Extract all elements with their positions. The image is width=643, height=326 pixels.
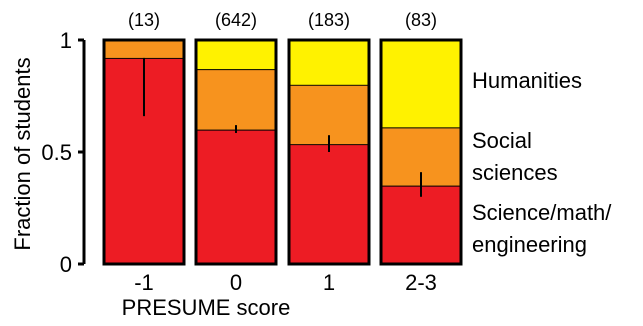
legend-label: Social bbox=[472, 128, 532, 153]
legend-label: Humanities bbox=[472, 68, 582, 93]
bar-segment bbox=[104, 40, 184, 58]
x-tick-label: 0 bbox=[230, 270, 242, 295]
bar-count-label: (83) bbox=[405, 10, 437, 30]
bar-stack-1: (642) 0 bbox=[194, 10, 278, 295]
bar-segment bbox=[381, 40, 461, 128]
bar-outline bbox=[287, 38, 371, 266]
legend-label: Science/math/ bbox=[472, 200, 612, 225]
bar-segment bbox=[381, 185, 461, 264]
legend: Science/math/engineering Social sciences Hu… bbox=[472, 68, 612, 257]
y-axis-label: Fraction of students bbox=[10, 57, 35, 250]
y-tick-label: 1 bbox=[60, 28, 72, 53]
bar-count-label: (13) bbox=[128, 10, 160, 30]
bar-segment bbox=[289, 84, 369, 145]
bar-stack-3: (83) 2-3 bbox=[379, 10, 463, 295]
legend-label: engineering bbox=[472, 232, 587, 257]
bar-outline bbox=[194, 38, 278, 266]
bar-segment bbox=[196, 129, 276, 264]
x-tick-label: 1 bbox=[323, 270, 335, 295]
y-tick-label: 0.5 bbox=[41, 140, 72, 165]
bar-stacks: (13) -1 (642) 0 (183) 1 (83) 2-3 bbox=[102, 10, 463, 295]
bar-count-label: (642) bbox=[215, 10, 257, 30]
bar-stack-2: (183) 1 bbox=[287, 10, 371, 295]
bar-stack-0: (13) -1 bbox=[102, 10, 186, 295]
bar-segment bbox=[196, 69, 276, 130]
y-tick-label: 0 bbox=[60, 252, 72, 277]
x-axis-label: PRESUME score bbox=[122, 295, 291, 320]
bar-segment bbox=[289, 40, 369, 85]
bar-outline bbox=[379, 38, 463, 266]
bar-count-label: (183) bbox=[308, 10, 350, 30]
bar-outline bbox=[102, 38, 186, 266]
y-axis-ticks: 00.51 bbox=[41, 28, 84, 277]
bar-segment bbox=[289, 144, 369, 264]
x-tick-label: -1 bbox=[134, 270, 154, 295]
bar-segment bbox=[196, 40, 276, 70]
legend-label: sciences bbox=[472, 160, 558, 185]
x-tick-label: 2-3 bbox=[405, 270, 437, 295]
